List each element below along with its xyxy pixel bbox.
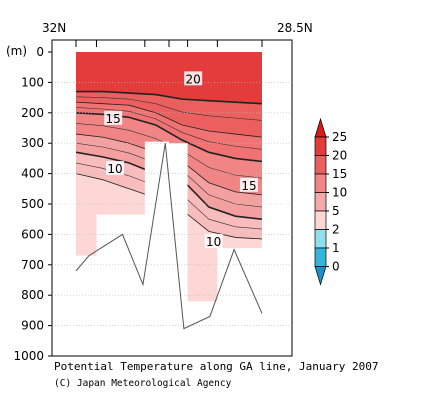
y-tick-label: 0 bbox=[36, 45, 44, 59]
y-tick-label: 200 bbox=[21, 106, 44, 120]
colorbar-segment bbox=[314, 229, 327, 249]
y-tick-label: 800 bbox=[21, 288, 44, 302]
contour-labels: 20 15 10 15 10 bbox=[104, 71, 258, 249]
colorbar-bottom-arrow bbox=[314, 266, 327, 286]
colorbar-segment bbox=[314, 136, 327, 156]
contour-label: 15 bbox=[241, 179, 256, 193]
y-unit-label: (m) bbox=[6, 44, 27, 58]
credit-text: (C) Japan Meteorological Agency bbox=[54, 378, 232, 389]
x-axis-ticks bbox=[75, 40, 263, 47]
y-tick-label: 700 bbox=[21, 258, 44, 272]
contour-label-bg bbox=[104, 110, 123, 125]
y-tick-label: 400 bbox=[21, 167, 44, 181]
y-tick-label: 500 bbox=[21, 197, 44, 211]
colorbar-label: 15 bbox=[332, 167, 347, 181]
isotherm-minor bbox=[76, 96, 262, 121]
contour-label-bg bbox=[204, 234, 223, 248]
colorbar-label: 25 bbox=[332, 130, 347, 144]
colorbar-label: 0 bbox=[332, 260, 340, 274]
isotherm-20 bbox=[76, 90, 262, 105]
contour-label: 15 bbox=[106, 112, 121, 126]
colorbar-top-arrow bbox=[314, 117, 327, 138]
contour-label: 20 bbox=[186, 72, 201, 86]
colorbar-segment bbox=[314, 192, 327, 212]
temperature-band bbox=[76, 91, 262, 138]
colorbar-label: 10 bbox=[332, 186, 347, 200]
bottom-profile-line bbox=[75, 143, 263, 330]
isotherm-17 bbox=[76, 101, 262, 138]
y-tick-label: 100 bbox=[21, 75, 44, 89]
temperature-band bbox=[76, 52, 262, 104]
grid-lines bbox=[52, 82, 292, 326]
colorbar-segment bbox=[314, 210, 327, 230]
contour-label-bg bbox=[239, 177, 258, 192]
y-tick-label: 1000 bbox=[13, 349, 44, 363]
colorbar-label: 2 bbox=[332, 223, 340, 237]
chart-title: Potential Temperature along GA line, Jan… bbox=[54, 360, 379, 373]
colorbar-segment bbox=[314, 155, 327, 175]
isotherm-minor bbox=[76, 107, 262, 150]
colorbar-segment bbox=[314, 247, 327, 267]
y-tick-label: 300 bbox=[21, 136, 44, 150]
colorbar-segment bbox=[314, 173, 327, 193]
y-tick-label: 900 bbox=[21, 319, 44, 333]
y-axis: 0 100 200 300 400 500 600 700 800 900 1000 bbox=[13, 45, 52, 363]
colorbar-label: 1 bbox=[332, 241, 340, 255]
colorbar-label: 20 bbox=[332, 149, 347, 163]
y-tick-label: 600 bbox=[21, 227, 44, 241]
x-label-left: 32N bbox=[42, 21, 66, 35]
contour-label: 10 bbox=[107, 162, 122, 176]
plot-frame bbox=[51, 39, 293, 357]
contour-label-bg bbox=[106, 161, 125, 176]
contour-label: 10 bbox=[206, 235, 221, 249]
contour-label-bg bbox=[184, 71, 203, 86]
colorbar-label: 5 bbox=[332, 204, 340, 218]
x-label-right: 28.5N bbox=[277, 21, 313, 35]
